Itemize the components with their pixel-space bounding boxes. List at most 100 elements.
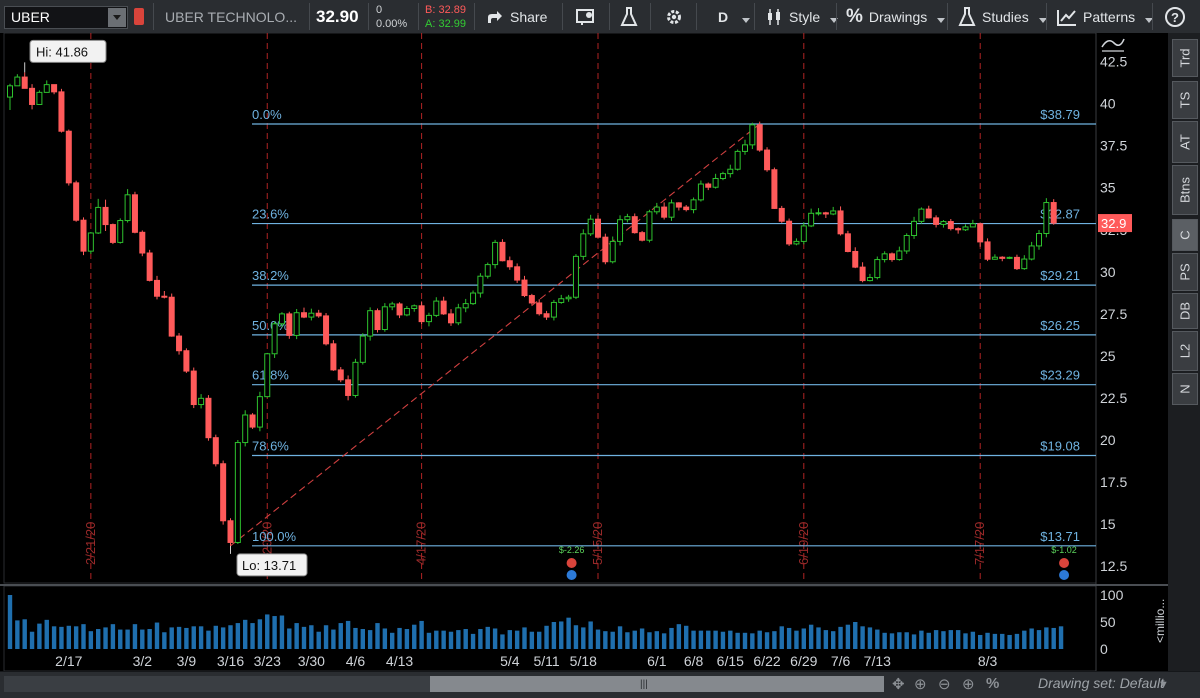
candle[interactable] [1043, 198, 1050, 238]
candle[interactable] [73, 180, 80, 222]
candle[interactable] [955, 227, 962, 234]
candle[interactable] [190, 367, 197, 409]
candle[interactable] [808, 208, 815, 228]
candle[interactable] [558, 294, 565, 304]
candle[interactable] [271, 321, 278, 358]
lab-button[interactable] [620, 0, 638, 33]
candle[interactable] [492, 239, 499, 269]
candle[interactable] [470, 290, 477, 305]
candle[interactable] [999, 256, 1006, 262]
candle[interactable] [947, 219, 954, 231]
candle[interactable] [653, 202, 660, 215]
earnings-icon[interactable] [1059, 558, 1070, 568]
candle[interactable] [1050, 199, 1057, 225]
sidebar-tab-db[interactable]: DB [1172, 293, 1198, 329]
candle[interactable] [396, 302, 403, 319]
candle[interactable] [734, 149, 741, 171]
candle[interactable] [815, 208, 822, 216]
candle[interactable] [154, 275, 160, 300]
candle[interactable] [330, 340, 337, 371]
candle[interactable] [896, 246, 903, 261]
candle[interactable] [448, 309, 454, 326]
candle[interactable] [411, 304, 418, 312]
sidebar-tab-btns[interactable]: Btns [1172, 165, 1198, 215]
link-color-icon[interactable] [134, 8, 144, 25]
candle[interactable] [859, 262, 866, 283]
candle[interactable] [95, 198, 102, 234]
candle[interactable] [278, 312, 285, 328]
candle[interactable] [51, 84, 58, 95]
candle[interactable] [837, 206, 844, 236]
candle[interactable] [712, 173, 719, 189]
candle[interactable] [36, 90, 43, 105]
candle[interactable] [977, 222, 984, 247]
candle[interactable] [14, 74, 21, 87]
chevron-down-icon[interactable]: ▼ [1158, 679, 1169, 691]
candle[interactable] [822, 211, 829, 219]
candle[interactable] [514, 263, 521, 283]
candle[interactable] [425, 312, 432, 327]
candle[interactable] [521, 275, 528, 298]
candle[interactable] [925, 205, 932, 219]
candle[interactable] [786, 218, 793, 246]
candle[interactable] [550, 299, 557, 321]
sidebar-tab-trd[interactable]: Trd [1172, 39, 1198, 77]
candle[interactable] [918, 207, 925, 224]
candle[interactable] [315, 309, 322, 318]
fib-trendline[interactable] [230, 123, 761, 547]
candle[interactable] [499, 239, 506, 262]
candle[interactable] [572, 254, 579, 300]
candle[interactable] [264, 352, 271, 398]
candle[interactable] [911, 216, 918, 239]
candle[interactable] [381, 303, 388, 332]
candle[interactable] [139, 230, 146, 257]
candle[interactable] [102, 199, 109, 231]
percent-scale-icon[interactable]: % [986, 675, 1000, 692]
candle[interactable] [602, 233, 609, 265]
candle[interactable] [433, 297, 440, 318]
zoom-out-icon[interactable]: ⊖ [938, 676, 951, 693]
candle[interactable] [109, 223, 116, 245]
candle[interactable] [543, 310, 550, 320]
candle[interactable] [771, 167, 778, 209]
candle[interactable] [484, 262, 491, 279]
dividend-info-icon[interactable] [566, 570, 577, 580]
candle[interactable] [683, 205, 690, 212]
candle[interactable] [624, 213, 631, 223]
candle[interactable] [227, 518, 234, 546]
candle[interactable] [80, 217, 87, 256]
candle[interactable] [705, 182, 712, 191]
candle[interactable] [440, 296, 447, 315]
candle[interactable] [1028, 241, 1035, 261]
candle[interactable] [595, 215, 601, 238]
candle[interactable] [403, 305, 410, 317]
candle[interactable] [168, 293, 175, 337]
candle[interactable] [205, 395, 212, 441]
dividend-info-icon[interactable] [1059, 570, 1070, 580]
candle[interactable] [1021, 255, 1028, 270]
candle[interactable] [124, 189, 131, 223]
candle[interactable] [367, 307, 374, 341]
candle[interactable] [933, 215, 940, 228]
candle[interactable] [308, 308, 315, 321]
symbol-dropdown-button[interactable] [108, 8, 126, 27]
candle[interactable] [455, 303, 462, 326]
candle[interactable] [249, 413, 256, 429]
candle[interactable] [903, 233, 910, 254]
candle[interactable] [359, 333, 366, 365]
candle[interactable] [631, 213, 638, 234]
candle[interactable] [374, 308, 381, 333]
candle[interactable] [962, 224, 969, 231]
candle[interactable] [87, 231, 94, 254]
candle[interactable] [220, 460, 227, 525]
candle[interactable] [198, 394, 205, 409]
candle[interactable] [29, 84, 36, 110]
settings-button[interactable] [665, 0, 683, 33]
sidebar-tab-n[interactable]: N [1172, 373, 1198, 405]
candle[interactable] [256, 391, 263, 432]
candle[interactable] [183, 348, 190, 373]
candle[interactable] [719, 171, 726, 181]
candle[interactable] [587, 214, 594, 237]
candle[interactable] [21, 72, 28, 89]
candle[interactable] [462, 298, 469, 313]
